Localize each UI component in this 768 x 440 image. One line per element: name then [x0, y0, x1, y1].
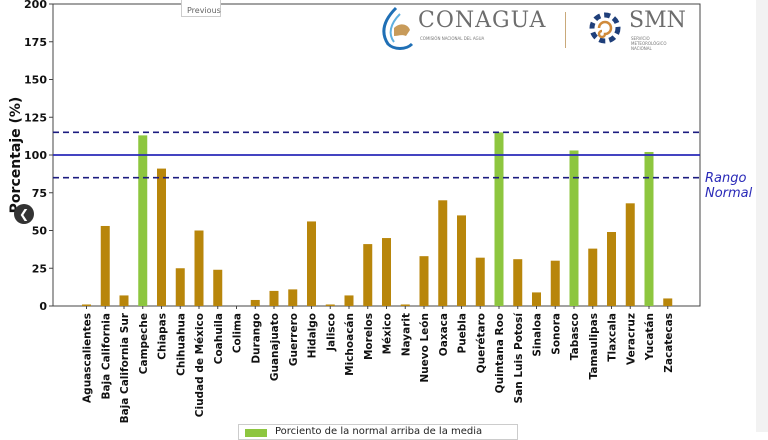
- chevron-left-icon: ❮: [18, 207, 30, 221]
- x-tick-label: Quintana Roo: [494, 313, 506, 393]
- conagua-logo: CONAGUA COMISIÓN NACIONAL DEL AGUA: [378, 6, 545, 54]
- y-tick-label: 100: [24, 149, 47, 162]
- x-tick-label: Tlaxcala: [607, 313, 619, 362]
- range-label-line2: Normal: [705, 186, 753, 201]
- x-tick-label: Colima: [232, 313, 244, 353]
- bar-durango: [250, 299, 260, 306]
- x-tick-label: Tabasco: [569, 313, 581, 360]
- bar-guerrero: [288, 289, 298, 306]
- previous-button[interactable]: Previous: [181, 0, 221, 17]
- x-tick-label: Baja California: [100, 313, 112, 400]
- legend-swatch-above: [245, 429, 267, 437]
- x-tick-label: Sonora: [550, 313, 562, 355]
- x-tick-label: Jalisco: [325, 313, 337, 352]
- x-tick-label: Durango: [250, 313, 262, 364]
- x-tick-label: San Luis Potosí: [513, 312, 525, 404]
- bar-nuevo-león: [419, 256, 429, 306]
- x-tick-label: Zacatecas: [663, 313, 675, 373]
- legend: Porciento de la normal arriba de la medi…: [238, 424, 518, 440]
- y-tick-label: 150: [24, 74, 47, 87]
- y-tick-label: 75: [32, 187, 47, 200]
- bar-tabasco: [569, 150, 579, 306]
- x-tick-label: Yucatán: [644, 313, 656, 361]
- logo-divider: [565, 12, 566, 48]
- bar-puebla: [457, 215, 466, 306]
- x-tick-label: Veracruz: [625, 313, 637, 365]
- x-tick-label: Campeche: [138, 313, 150, 374]
- x-tick-label: Querétaro: [475, 313, 487, 373]
- conagua-wordmark: CONAGUA: [418, 8, 547, 33]
- bar-tamaulipas: [588, 248, 598, 306]
- y-tick-label: 125: [24, 111, 47, 124]
- range-label-line1: Rango: [705, 171, 746, 186]
- x-tick-label: Coahuila: [213, 313, 225, 364]
- bar-campeche: [138, 135, 148, 306]
- conagua-drop-icon: [382, 6, 414, 50]
- bar-hidalgo: [307, 221, 316, 306]
- x-tick-label: Nuevo León: [419, 313, 431, 383]
- previous-label: Previous: [187, 6, 221, 15]
- smn-wordmark: SMN: [629, 8, 686, 33]
- bar-baja-california-sur: [119, 295, 129, 306]
- x-tick-label: Baja California Sur: [119, 312, 131, 423]
- x-tick-label: Sinaloa: [532, 313, 544, 357]
- x-tick-label: Nayarit: [400, 313, 412, 356]
- bar-coahuila: [213, 269, 223, 306]
- smn-logo: SMN SERVICIO METEOROLÓGICO NACIONAL: [585, 6, 686, 54]
- x-tick-label: Ciudad de México: [194, 313, 206, 417]
- y-tick-label: 50: [32, 225, 48, 238]
- y-tick-label: 25: [32, 262, 47, 275]
- y-tick-label: 200: [24, 0, 47, 11]
- bar-sinaloa: [532, 292, 541, 306]
- bar-veracruz: [625, 203, 635, 306]
- x-tick-label: Guanajuato: [269, 313, 281, 381]
- bar-morelos: [363, 244, 373, 306]
- x-tick-label: Puebla: [457, 313, 469, 354]
- bar-zacatecas: [663, 298, 673, 306]
- x-tick-label: Oaxaca: [438, 313, 450, 356]
- x-tick-label: Chiapas: [157, 313, 169, 360]
- bar-guanajuato: [269, 290, 279, 306]
- bar-chiapas: [157, 168, 166, 306]
- bar-quintana-roo: [494, 132, 504, 306]
- x-tick-label: México: [382, 313, 394, 354]
- smn-spiral-icon: [589, 12, 621, 44]
- x-tick-label: Hidalgo: [307, 313, 319, 358]
- x-tick-label: Chihuahua: [175, 313, 187, 376]
- bar-tlaxcala: [607, 232, 616, 306]
- y-tick-label: 0: [39, 300, 47, 313]
- bar-baja-california: [100, 225, 110, 306]
- y-axis-label: Porcentaje (%): [8, 97, 24, 214]
- page-margin: [756, 0, 768, 432]
- bar-jalisco: [325, 304, 335, 306]
- y-tick-label: 175: [24, 36, 47, 49]
- bar-nayarit: [400, 304, 410, 306]
- x-tick-label: Tamaulipas: [588, 313, 600, 379]
- bar-querétaro: [475, 257, 485, 306]
- bar-san-luis-potosí: [513, 259, 523, 306]
- bar-ciudad-de-méxico: [194, 230, 204, 306]
- smn-subtitle: SERVICIO METEOROLÓGICO NACIONAL: [631, 36, 667, 51]
- x-tick-label: Aguascalientes: [82, 313, 94, 403]
- bar-michoacán: [344, 295, 354, 306]
- conagua-subtitle: COMISIÓN NACIONAL DEL AGUA: [420, 36, 485, 41]
- bar-oaxaca: [438, 200, 448, 306]
- bar-sonora: [550, 260, 560, 306]
- x-tick-label: Michoacán: [344, 313, 356, 376]
- x-tick-label: Morelos: [363, 313, 375, 360]
- bar-méxico: [382, 238, 391, 306]
- bar-chihuahua: [175, 268, 185, 306]
- bar-yucatán: [644, 151, 654, 306]
- x-tick-label: Guerrero: [288, 313, 300, 366]
- bar-aguascalientes: [82, 304, 91, 306]
- back-button[interactable]: ❮: [14, 204, 34, 224]
